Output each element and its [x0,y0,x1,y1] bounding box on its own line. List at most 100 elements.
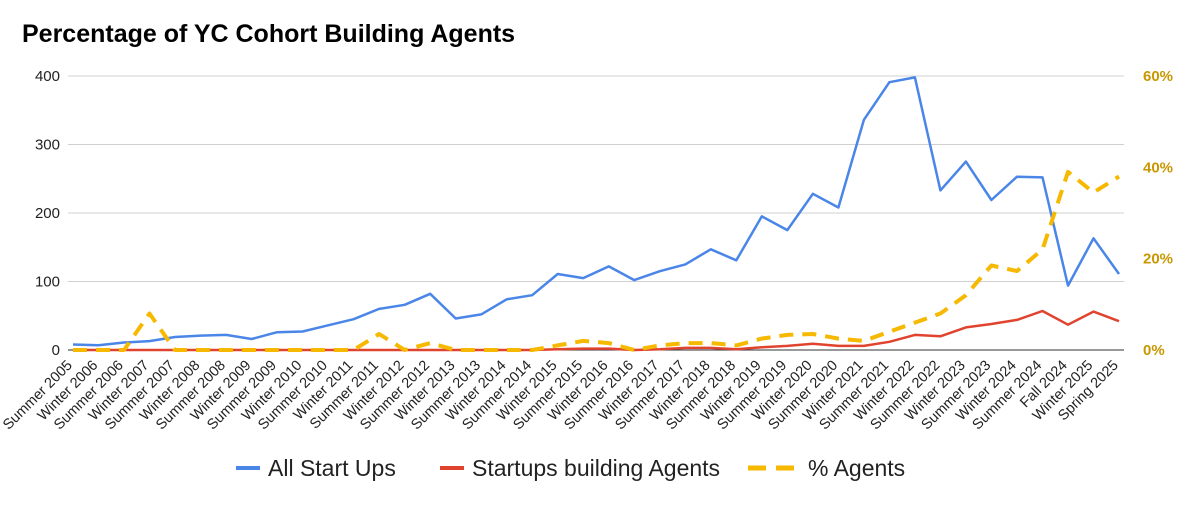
data-point-series-1 [72,343,74,345]
data-point-series-3 [659,344,661,346]
y-tick-label: 200 [35,205,60,222]
data-point-series-1 [557,273,559,275]
data-point-series-3 [506,349,508,351]
data-point-series-2 [837,345,839,347]
legend-label-1: All Start Ups [268,455,396,481]
data-point-series-3 [454,349,456,351]
data-point-series-1 [608,265,610,267]
data-point-series-1 [837,206,839,208]
data-point-series-3 [761,337,763,339]
data-point-series-1 [1092,237,1094,239]
data-point-series-2 [429,349,431,351]
y2-tick-label: 40% [1143,159,1173,176]
data-point-series-1 [939,189,941,191]
data-point-series-1 [812,193,814,195]
data-point-series-3 [429,342,431,344]
y-tick-label: 0 [52,342,60,359]
legend-label-3: % Agents [808,455,905,481]
data-point-series-3 [123,349,125,351]
data-point-series-3 [608,342,610,344]
data-point-series-1 [863,119,865,121]
data-point-series-2 [888,341,890,343]
data-point-series-3 [276,349,278,351]
data-point-series-1 [250,338,252,340]
data-point-series-2 [863,345,865,347]
data-point-series-2 [965,326,967,328]
data-point-series-3 [531,349,533,351]
data-point-series-2 [148,349,150,351]
data-point-series-1 [97,344,99,346]
data-point-series-3 [1118,175,1120,177]
data-point-series-2 [990,323,992,325]
data-point-series-1 [735,259,737,261]
data-point-series-3 [1041,248,1043,250]
data-point-series-3 [990,264,992,266]
data-point-series-1 [659,270,661,272]
data-point-series-2 [914,334,916,336]
data-point-series-1 [786,229,788,231]
data-point-series-3 [72,349,74,351]
data-point-series-1 [276,331,278,333]
data-point-series-1 [531,294,533,296]
series-line-1 [72,76,1121,347]
data-point-series-3 [327,349,329,351]
data-point-series-2 [659,348,661,350]
data-point-series-3 [148,312,150,314]
data-point-series-2 [378,349,380,351]
data-point-series-2 [1067,323,1069,325]
data-point-series-1 [888,81,890,83]
data-point-series-1 [582,277,584,279]
data-point-series-1 [454,317,456,319]
data-point-series-3 [965,294,967,296]
data-point-series-3 [174,349,176,351]
data-point-series-3 [557,344,559,346]
y-tick-label: 300 [35,137,60,154]
data-point-series-3 [863,340,865,342]
data-point-series-1 [403,304,405,306]
data-point-series-2 [1118,320,1120,322]
data-point-series-2 [735,348,737,350]
data-point-series-3 [1067,171,1069,173]
data-point-series-1 [378,308,380,310]
data-point-series-1 [301,330,303,332]
data-point-series-1 [1016,175,1018,177]
data-point-series-1 [123,341,125,343]
data-point-series-2 [710,347,712,349]
series-line-2 [73,309,1120,352]
data-point-series-2 [786,345,788,347]
data-point-series-1 [480,313,482,315]
y-tick-label: 100 [35,274,60,291]
data-point-series-1 [684,263,686,265]
data-point-series-2 [1092,310,1094,312]
chart-title: Percentage of YC Cohort Building Agents [22,20,516,48]
data-point-series-1 [1118,273,1120,275]
data-point-series-2 [761,346,763,348]
data-point-series-1 [429,293,431,295]
series-line-3 [73,169,1121,352]
data-point-series-2 [1016,319,1018,321]
data-point-series-1 [506,298,508,300]
legend-label-2: Startups building Agents [472,455,720,481]
data-point-series-3 [939,312,941,314]
data-point-series-3 [582,340,584,342]
data-point-series-3 [710,342,712,344]
data-point-series-3 [97,349,99,351]
data-point-series-1 [710,248,712,250]
data-point-series-3 [250,349,252,351]
data-point-series-3 [914,321,916,323]
data-point-series-1 [174,336,176,338]
data-point-series-3 [378,333,380,335]
data-point-series-3 [735,344,737,346]
data-point-series-3 [199,349,201,351]
data-point-series-1 [1041,176,1043,178]
data-point-series-1 [199,334,201,336]
data-point-series-3 [786,334,788,336]
data-point-series-1 [352,318,354,320]
y2-tick-label: 60% [1143,68,1173,85]
data-point-series-3 [837,337,839,339]
data-point-series-1 [990,199,992,201]
data-point-series-2 [608,347,610,349]
data-point-series-1 [1067,284,1069,286]
data-point-series-1 [225,334,227,336]
